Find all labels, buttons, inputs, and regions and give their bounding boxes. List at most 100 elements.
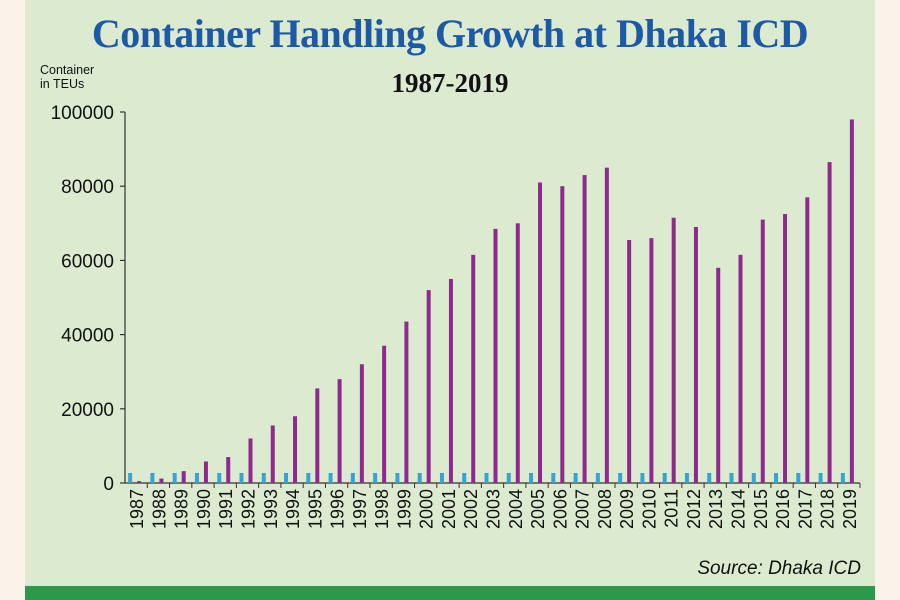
bar	[203, 461, 208, 483]
baseline-marker	[373, 473, 378, 483]
baseline-marker	[395, 473, 400, 483]
x-tick-label: 2003	[484, 489, 504, 529]
baseline-marker	[818, 473, 823, 483]
bar	[337, 379, 342, 483]
x-tick-label: 2004	[506, 489, 526, 529]
baseline-marker	[640, 473, 645, 483]
bar	[181, 471, 186, 483]
x-tick-label: 1995	[305, 489, 325, 529]
bar	[604, 167, 609, 483]
x-tick-label: 2000	[417, 489, 437, 529]
baseline-marker	[462, 473, 467, 483]
baseline-marker	[840, 473, 845, 483]
bar	[293, 416, 298, 483]
bar	[270, 425, 275, 483]
baseline-marker	[439, 473, 444, 483]
y-tick-label: 0	[103, 474, 114, 495]
baseline-marker	[751, 473, 756, 483]
x-tick-label: 1992	[239, 489, 259, 529]
baseline-marker	[484, 473, 489, 483]
x-tick-label: 2010	[639, 489, 659, 529]
y-axis-label-line1: Container	[40, 63, 95, 77]
x-tick-label: 1994	[283, 489, 303, 529]
baseline-marker	[662, 473, 667, 483]
bar	[137, 481, 142, 483]
bar	[627, 239, 632, 483]
chart-subtitle: 1987-2019	[391, 68, 509, 98]
baseline-marker	[194, 473, 199, 483]
y-tick-label: 100000	[51, 103, 114, 124]
bar	[404, 321, 409, 483]
bar	[315, 388, 320, 483]
baseline-marker	[239, 473, 244, 483]
x-tick-label: 2016	[773, 489, 793, 529]
y-tick-label: 60000	[61, 251, 114, 272]
x-tick-label: 2019	[840, 489, 860, 529]
x-tick-label: 2015	[751, 489, 771, 529]
x-tick-label: 1996	[328, 489, 348, 529]
baseline-marker	[573, 473, 578, 483]
bar	[693, 227, 698, 483]
baseline-marker	[172, 473, 177, 483]
y-tick-label: 80000	[61, 177, 114, 198]
bar	[805, 197, 810, 483]
x-tick-label: 2008	[595, 489, 615, 529]
y-axis-label-line2: in TEUs	[40, 77, 85, 91]
baseline-marker	[350, 473, 355, 483]
baseline-marker	[707, 473, 712, 483]
baseline-marker	[506, 473, 511, 483]
bar	[159, 478, 164, 483]
x-tick-label: 2012	[684, 489, 704, 529]
bar	[849, 119, 854, 484]
x-tick-label: 1993	[261, 489, 281, 529]
bar	[471, 254, 476, 483]
bar	[827, 162, 832, 483]
x-tick-label: 1998	[372, 489, 392, 529]
x-tick-label: 1999	[394, 489, 414, 529]
y-tick-label: 40000	[61, 326, 114, 347]
baseline-marker	[729, 473, 734, 483]
bar	[649, 238, 654, 483]
bar	[671, 217, 676, 484]
baseline-marker	[796, 473, 801, 483]
y-axis-label: Container in TEUs	[40, 63, 160, 91]
x-tick-label: 1989	[172, 489, 192, 529]
x-tick-label: 1990	[194, 489, 214, 529]
x-tick-label: 2017	[795, 489, 815, 529]
baseline-marker	[306, 473, 311, 483]
baseline-marker	[217, 473, 222, 483]
y-tick-label: 20000	[61, 400, 114, 421]
baseline-marker	[618, 473, 623, 483]
x-tick-label: 2018	[818, 489, 838, 529]
baseline-marker	[529, 473, 534, 483]
source-note: Source: Dhaka ICD	[697, 558, 861, 579]
baseline-marker	[128, 473, 133, 483]
x-tick-label: 2005	[528, 489, 548, 529]
bar	[560, 186, 565, 483]
baseline-marker	[551, 473, 556, 483]
bar	[493, 228, 498, 483]
x-tick-label: 1991	[216, 489, 236, 529]
bar	[226, 457, 231, 483]
bar	[359, 364, 364, 483]
x-tick-label: 1997	[350, 489, 370, 529]
bar	[716, 267, 721, 483]
bar	[382, 345, 387, 483]
bar	[738, 254, 743, 483]
x-tick-label: 1988	[149, 489, 169, 529]
baseline-marker	[684, 473, 689, 483]
bar	[426, 290, 431, 483]
x-tick-label: 2014	[729, 489, 749, 529]
chart-title: Container Handling Growth at Dhaka ICD	[91, 11, 809, 56]
x-tick-label: 2001	[439, 489, 459, 529]
baseline-marker	[284, 473, 289, 483]
x-tick-label: 2013	[706, 489, 726, 529]
x-tick-label: 2006	[550, 489, 570, 529]
bar	[582, 175, 587, 483]
baseline-marker	[417, 473, 422, 483]
bar	[515, 223, 520, 484]
x-tick-label: 2011	[662, 489, 682, 528]
baseline-marker	[261, 473, 266, 483]
footer-bar	[25, 586, 875, 600]
x-tick-label: 2009	[617, 489, 637, 529]
